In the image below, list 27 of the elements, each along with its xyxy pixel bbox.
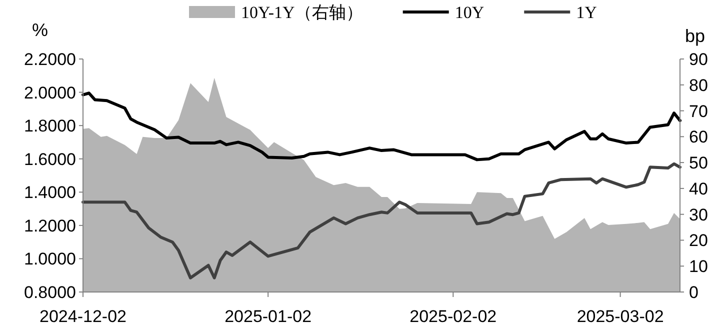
y2-tick-label: 80 — [689, 76, 708, 95]
y2-tick-label: 90 — [689, 50, 708, 69]
x-tick-label: 2025-03-02 — [576, 307, 664, 326]
y-tick-label: 1.2000 — [24, 216, 76, 236]
y-axis-title: % — [32, 20, 48, 40]
y2-axis-title: bp — [684, 26, 706, 46]
y2-tick-label: 30 — [689, 205, 708, 224]
y2-tick-label: 50 — [689, 154, 708, 173]
y-tick-label: 1.0000 — [24, 250, 76, 269]
y-tick-label: 0.8000 — [24, 283, 76, 302]
y2-tick-label: 60 — [689, 128, 708, 147]
x-tick-label: 2025-02-02 — [410, 307, 497, 326]
x-tick-label: 2024-12-02 — [40, 307, 126, 326]
y2-tick-label: 10 — [689, 257, 708, 276]
y2-tick-label: 0 — [689, 283, 698, 302]
legend-label: 10Y — [454, 3, 484, 22]
y-tick-label: 2.2000 — [24, 50, 76, 69]
y2-tick-label: 70 — [689, 102, 708, 121]
y2-tick-label: 40 — [689, 179, 708, 198]
x-tick-label: 2025-01-02 — [224, 307, 312, 326]
y-tick-label: 1.6000 — [24, 150, 76, 169]
y-tick-label: 2.0000 — [24, 83, 76, 102]
y2-tick-label: 20 — [689, 231, 708, 250]
legend-label: 1Y — [576, 3, 597, 22]
y-tick-label: 1.4000 — [24, 183, 76, 202]
legend-label: 10Y-1Y（右轴） — [241, 3, 363, 22]
y-tick-label: 1.8000 — [24, 116, 76, 136]
